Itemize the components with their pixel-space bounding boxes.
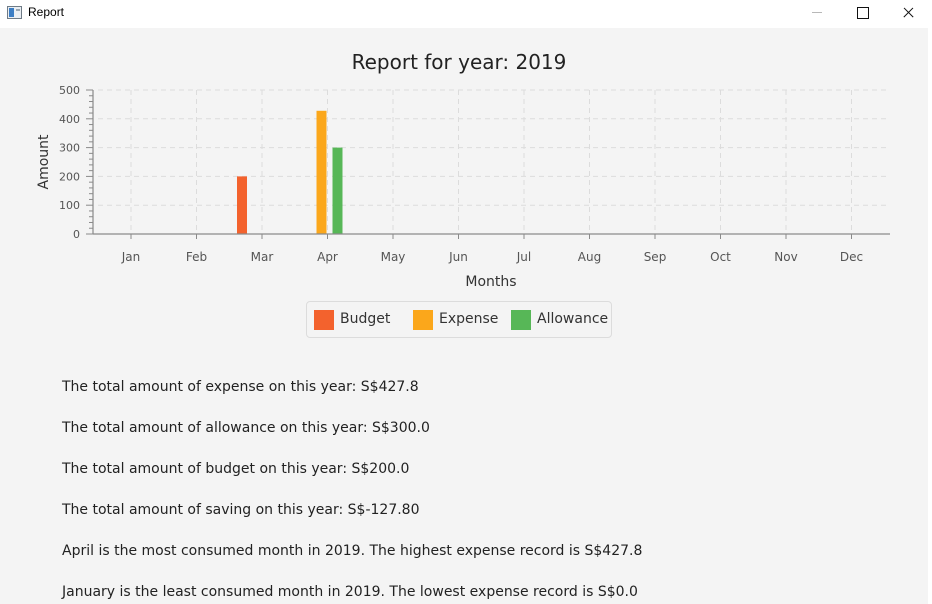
- close-button[interactable]: [885, 0, 931, 28]
- bar-chart: 0 100 200 300 400 500 Jan Feb Mar Apr May Jun Jul Aug…: [36, 84, 890, 290]
- chart-grid: [98, 89, 890, 234]
- y-tick-label-300: 300: [59, 142, 80, 155]
- x-tick-label-aug: Aug: [578, 250, 601, 264]
- y-axis-label: Amount: [36, 134, 52, 190]
- maximize-button[interactable]: [839, 0, 885, 28]
- minimize-button[interactable]: [794, 0, 840, 28]
- x-tick-label-apr: Apr: [317, 250, 338, 264]
- window-title: Report: [28, 5, 65, 19]
- bar-budget-mar: [237, 176, 247, 234]
- legend-swatch-budget: [314, 310, 334, 330]
- y-tick-label-500: 500: [59, 84, 80, 97]
- y-tick-label-0: 0: [73, 228, 80, 241]
- summary-total-saving: The total amount of saving on this year:…: [62, 502, 420, 518]
- y-tick-label-100: 100: [59, 199, 80, 212]
- y-tick-label-200: 200: [59, 170, 80, 183]
- chart-bars: [237, 110, 343, 234]
- legend-label-allowance: Allowance: [537, 311, 609, 327]
- x-tick-label-oct: Oct: [710, 250, 731, 264]
- bar-expense-apr: [316, 110, 327, 234]
- x-tick-label-sep: Sep: [644, 250, 667, 264]
- chart-axes: 0 100 200 300 400 500 Jan Feb Mar Apr May Jun Jul Aug…: [59, 84, 890, 264]
- app-window-icon: [7, 6, 22, 19]
- x-tick-label-may: May: [381, 250, 406, 264]
- x-axis-label: Months: [465, 274, 516, 290]
- chart-legend: Budget Expense Allowance: [306, 301, 612, 338]
- window-right-border: [928, 28, 932, 604]
- summary-least-consumed: January is the least consumed month in 2…: [62, 584, 638, 600]
- x-tick-label-mar: Mar: [251, 250, 274, 264]
- x-tick-label-dec: Dec: [840, 250, 863, 264]
- chart-title: Report for year: 2019: [351, 50, 567, 74]
- x-tick-label-jun: Jun: [448, 250, 468, 264]
- x-tick-label-nov: Nov: [774, 250, 797, 264]
- summary-most-consumed: April is the most consumed month in 2019…: [62, 543, 643, 559]
- x-tick-label-jul: Jul: [516, 250, 531, 264]
- x-tick-label-feb: Feb: [186, 250, 207, 264]
- legend-swatch-expense: [413, 310, 433, 330]
- legend-swatch-allowance: [511, 310, 531, 330]
- summary-total-allowance: The total amount of allowance on this ye…: [62, 420, 430, 436]
- summary-total-budget: The total amount of budget on this year:…: [62, 461, 410, 477]
- summary-total-expense: The total amount of expense on this year…: [62, 379, 419, 395]
- legend-label-budget: Budget: [340, 311, 391, 327]
- bar-allowance-apr: [332, 147, 343, 234]
- x-tick-label-jan: Jan: [121, 250, 141, 264]
- legend-label-expense: Expense: [439, 311, 499, 327]
- title-bar: Report: [0, 0, 932, 28]
- y-tick-label-400: 400: [59, 113, 80, 126]
